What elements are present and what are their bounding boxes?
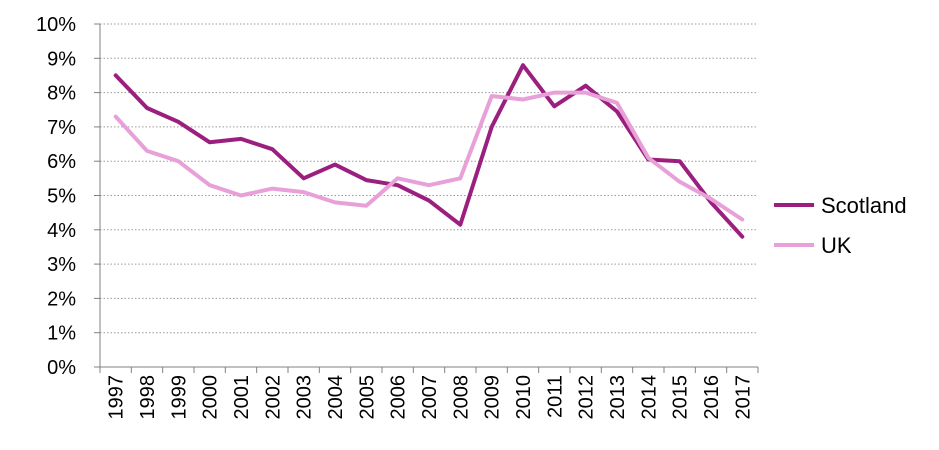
- x-tick-label: 2015: [670, 375, 692, 420]
- axes: [94, 23, 759, 373]
- y-axis-tick-labels: 0% 1% 2% 3% 4% 5% 6% 7% 8% 9% 10%: [36, 14, 76, 379]
- x-tick-label: 2002: [262, 375, 284, 420]
- y-tick-label: 9%: [47, 48, 76, 70]
- x-tick-label: 2003: [294, 375, 316, 420]
- series-lines: [113, 63, 745, 239]
- x-tick-label: 1997: [106, 375, 128, 420]
- y-tick-label: 3%: [47, 254, 76, 276]
- x-tick-label: 2017: [732, 375, 754, 420]
- series-line-uk: [113, 90, 745, 222]
- x-tick-label: 2009: [482, 375, 504, 420]
- y-tick-label: 4%: [47, 220, 76, 242]
- legend-label-scotland: Scotland: [821, 193, 907, 218]
- x-tick-label: 2001: [231, 375, 253, 420]
- x-tick-label: 2011: [544, 375, 566, 418]
- y-tick-label: 2%: [47, 288, 76, 310]
- y-tick-label: 10%: [36, 14, 76, 36]
- y-tick-label: 8%: [47, 83, 76, 105]
- y-tick-label: 0%: [47, 357, 76, 379]
- x-tick-label: 1999: [168, 375, 190, 420]
- x-tick-label: 2004: [325, 375, 347, 420]
- x-axis-tick-labels: 1997 1998 1999 2000 2001 2002 2003 2004 2005 2006…: [106, 375, 755, 420]
- x-tick-label: 2013: [607, 375, 629, 420]
- y-tick-label: 6%: [47, 151, 76, 173]
- legend: Scotland UK: [774, 193, 907, 258]
- y-tick-label: 1%: [47, 323, 76, 345]
- y-tick-label: 7%: [47, 117, 76, 139]
- x-tick-label: 2010: [513, 375, 535, 420]
- x-tick-label: 2007: [419, 375, 441, 420]
- gridlines: [100, 23, 758, 334]
- x-tick-label: 2005: [356, 375, 378, 420]
- x-tick-label: 2000: [200, 375, 222, 420]
- x-tick-label: 2008: [450, 375, 472, 420]
- x-tick-label: 1998: [137, 375, 159, 420]
- series-line-scotland: [113, 63, 745, 239]
- x-tick-label: 2012: [576, 375, 598, 420]
- legend-label-uk: UK: [821, 233, 852, 258]
- x-tick-label: 2016: [701, 375, 723, 420]
- y-tick-label: 5%: [47, 186, 76, 208]
- x-tick-label: 2006: [388, 375, 410, 420]
- x-tick-label: 2014: [638, 375, 660, 420]
